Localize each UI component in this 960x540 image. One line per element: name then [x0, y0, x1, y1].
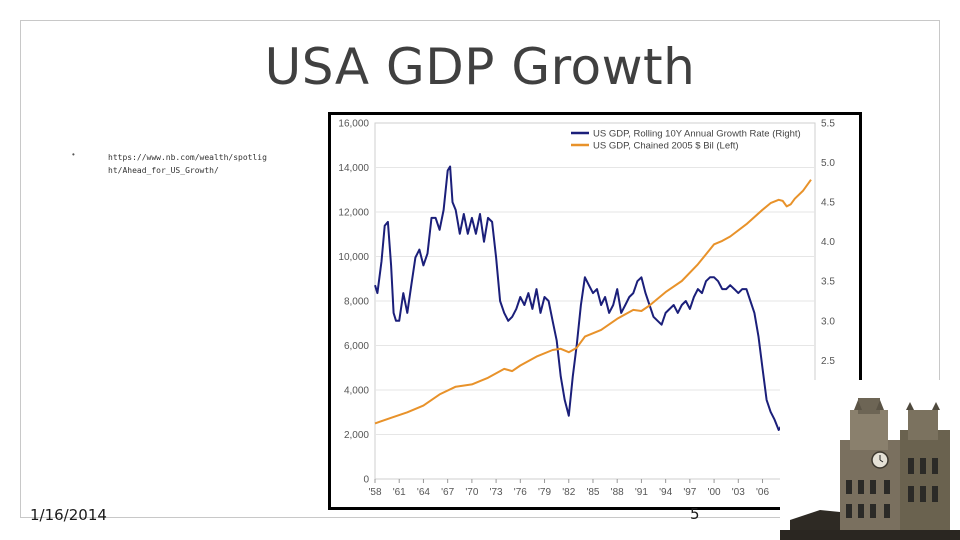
legend-label: US GDP, Chained 2005 $ Bil (Left): [593, 141, 739, 152]
bullet-icon: •: [72, 150, 75, 159]
right-axis-tick-label: 5.5: [821, 119, 835, 130]
x-axis-tick-label: '85: [586, 487, 599, 498]
left-axis-tick-label: 12,000: [338, 208, 369, 219]
building-image: [780, 380, 960, 540]
slide-date: 1/16/2014: [30, 506, 107, 524]
x-axis-tick-label: '67: [441, 487, 454, 498]
x-axis-tick-label: '06: [756, 487, 769, 498]
x-axis-tick-label: '73: [490, 487, 503, 498]
chart-container: 0 2,000 4,000 6,000 8,000 10,000 12,000 14,000 1…: [328, 112, 862, 510]
left-axis-tick-label: 14,000: [338, 163, 369, 174]
legend-label: US GDP, Rolling 10Y Annual Growth Rate (…: [593, 129, 801, 140]
x-axis-tick-label: '00: [708, 487, 721, 498]
left-axis-tick-label: 4,000: [344, 386, 369, 397]
right-axis-tick-label: 3.5: [821, 277, 835, 288]
x-axis-tick-label: '88: [611, 487, 624, 498]
page-number: 5: [690, 505, 700, 523]
x-axis-tick-label: '79: [538, 487, 551, 498]
slide-title: USA GDP Growth: [264, 38, 696, 96]
x-axis-tick-label: '91: [635, 487, 648, 498]
x-axis-tick-label: '94: [659, 487, 672, 498]
slide-frame: [20, 20, 940, 518]
right-axis-tick-label: 4.0: [821, 237, 835, 248]
series-line-growth-rate: [374, 165, 812, 433]
x-axis-tick-label: '61: [393, 487, 406, 498]
left-axis-tick-label: 2,000: [344, 430, 369, 441]
x-axis-tick-label: '58: [368, 487, 381, 498]
x-axis-tick-label: '64: [417, 487, 430, 498]
series-line-gdp-level: [374, 179, 812, 425]
x-axis-tick-label: '76: [514, 487, 527, 498]
x-axis-tick-label: '03: [732, 487, 745, 498]
right-axis-tick-label: 4.5: [821, 198, 835, 209]
left-axis-tick-label: 16,000: [338, 119, 369, 130]
right-axis-tick-label: 2.5: [821, 356, 835, 367]
left-axis-tick-label: 6,000: [344, 341, 369, 352]
left-axis-tick-label: 10,000: [338, 252, 369, 263]
x-axis-tick-label: '82: [562, 487, 575, 498]
left-axis-tick-label: 8,000: [344, 297, 369, 308]
right-axis-tick-label: 5.0: [821, 158, 835, 169]
right-axis-tick-label: 3.0: [821, 316, 835, 327]
left-axis-tick-label: 0: [363, 475, 369, 486]
x-axis-tick-label: '97: [683, 487, 696, 498]
source-link[interactable]: https://www.nb.com/wealth/spotlight/Ahea…: [108, 153, 267, 175]
x-axis-tick-label: '70: [465, 487, 478, 498]
